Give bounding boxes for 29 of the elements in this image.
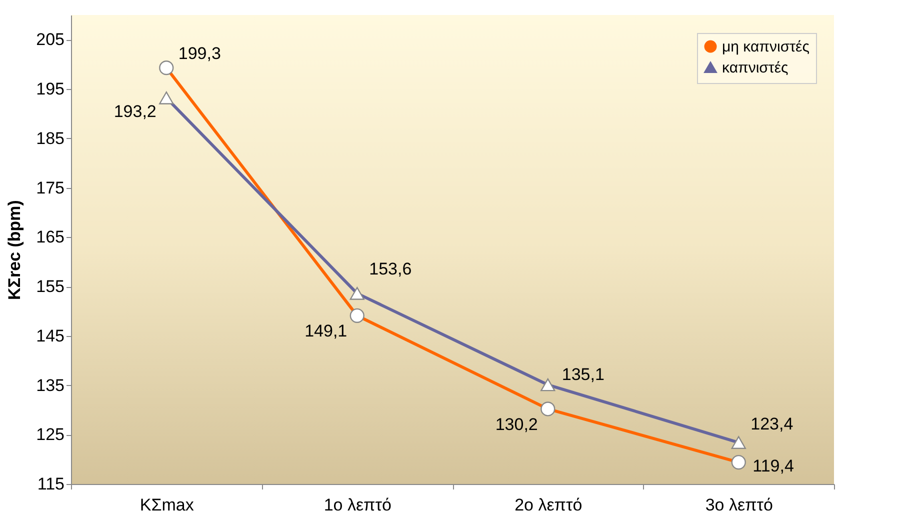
data-label: 123,4 (750, 414, 794, 434)
y-axis-title: ΚΣrec (bpm) (5, 200, 24, 300)
data-label: 135,1 (562, 364, 604, 384)
y-tick-label: 155 (36, 277, 64, 296)
point (350, 287, 364, 300)
point (540, 378, 556, 392)
point (159, 92, 174, 104)
y-tick-label: 125 (36, 425, 64, 444)
data-label: 193,2 (114, 102, 156, 121)
y-tick-label: 185 (36, 128, 64, 148)
y-tick-label: 115 (37, 474, 64, 494)
legend-label: καπνιστές (722, 60, 788, 76)
y-tick-label: 195 (36, 80, 64, 99)
data-label: 130,2 (495, 414, 538, 434)
legend-label: μη καπνιστές (722, 38, 810, 56)
data-label: 153,6 (369, 259, 412, 278)
x-tick-label: 1ο λεπτό (324, 496, 392, 514)
point (731, 436, 746, 449)
x-tick-label: 3ο λεπτό (705, 496, 773, 514)
y-tick-label: 135 (36, 376, 64, 395)
y-tick-label: 175 (36, 178, 64, 198)
data-label: 199,3 (178, 44, 221, 63)
y-tick-label: 165 (36, 228, 64, 247)
y-tick-label: 145 (36, 326, 64, 346)
x-tick-label: ΚΣmax (140, 496, 194, 514)
data-label: 119,4 (752, 456, 794, 476)
x-tick-label: 2ο λεπτό (514, 496, 582, 514)
y-tick-label: 205 (36, 30, 64, 50)
data-label: 149,1 (304, 322, 348, 341)
